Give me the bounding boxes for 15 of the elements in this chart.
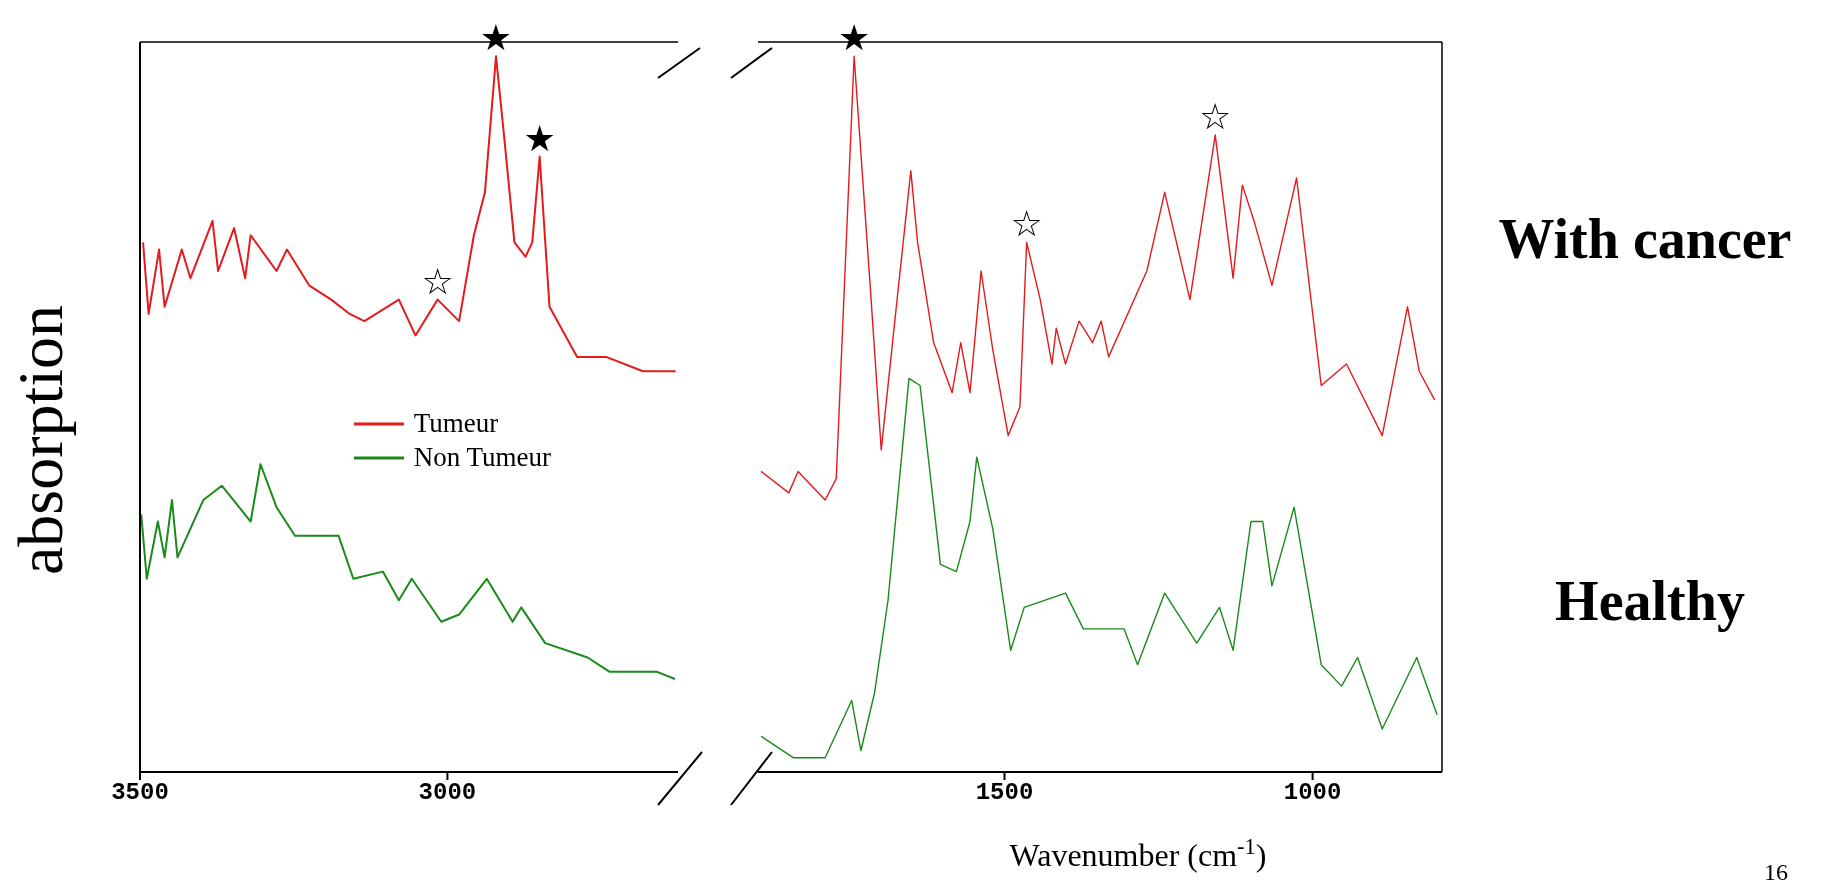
- annotation: ☆: [1010, 203, 1043, 245]
- x-tick-label: 3000: [418, 779, 477, 807]
- annotation: ☆: [1199, 96, 1232, 138]
- annotation: ★: [523, 117, 556, 159]
- x-axis-title: Wavenumber (cm$^{-1}$): [1009, 833, 1267, 873]
- text: Healthy: [1555, 570, 1745, 632]
- annotation: ☆: [421, 260, 454, 302]
- text: With cancer: [1498, 208, 1792, 270]
- x-tick-label: 3500: [111, 779, 169, 807]
- legend-label: Non Tumeur: [413, 442, 552, 473]
- legend-label: Tumeur: [413, 408, 499, 439]
- x-tick-label: 1000: [1283, 779, 1342, 807]
- text: 16: [1764, 859, 1788, 885]
- y-axis-title: absorption: [5, 304, 76, 576]
- x-tick-label: 1500: [975, 779, 1034, 807]
